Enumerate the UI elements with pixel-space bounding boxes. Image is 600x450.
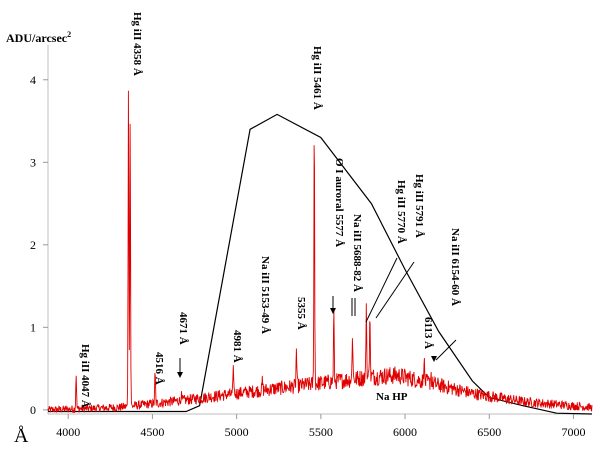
annotation-l4516: 4516 Å	[153, 352, 165, 385]
leader-5770	[365, 257, 398, 323]
arrow-6154	[435, 339, 457, 361]
annotation-na6154: Na iII 6154-60 Å	[449, 228, 461, 306]
annotation-hg5770: Hg iII 5770 Å	[395, 180, 407, 244]
y-tick-label: 4	[30, 73, 36, 87]
x-tick-label: 5500	[309, 425, 333, 439]
plot-area	[47, 90, 593, 415]
annotation-hg4047: Hg iII 4047 Å	[79, 344, 91, 408]
annotation-nahp: Na HP	[376, 391, 408, 403]
arrow-6154-head	[431, 356, 437, 362]
x-tick-label: 7000	[561, 425, 585, 439]
sky-spectrum-line	[47, 90, 593, 414]
annotation-oi5577: O I auroral 5577 Å	[333, 158, 345, 247]
axes	[47, 45, 592, 415]
annotation-na5153: Na iII 5153-49 Å	[259, 256, 271, 334]
x-tick-label: 4500	[140, 425, 164, 439]
y-tick-label: 0	[30, 403, 36, 417]
x-ticks: 4000 4500 5000 5500 6000 6500 7000	[56, 414, 585, 439]
annotation-hg5791: Hg iII 5791 Å	[413, 174, 425, 238]
annotation-na5688: Na iII 5688-82 Å	[351, 214, 363, 292]
x-tick-label: 6500	[477, 425, 501, 439]
annotation-l4981: 4981 Å	[231, 330, 243, 363]
x-tick-label: 6000	[393, 425, 417, 439]
y-axis-label: ADU/arcsec2	[6, 30, 71, 45]
y-axis-label-main: ADU/arcsec	[6, 31, 68, 45]
annotation-l4671: 4671 Å	[177, 312, 189, 345]
y-tick-label: 3	[30, 155, 36, 169]
y-tick-label: 2	[30, 238, 36, 252]
y-axis-label-superscript: 2	[67, 30, 71, 39]
annotation-l5355: 5355 Å	[295, 297, 307, 330]
arrow-4671-head	[177, 372, 183, 378]
annotation-l6113: 6113 Å	[422, 317, 434, 349]
x-tick-label: 5000	[225, 425, 249, 439]
x-axis-unit-label: Å	[14, 425, 29, 447]
annotation-hg4358: Hg iII 4358 Å	[131, 12, 143, 76]
line-annotations: Hg iII 4047 Å Hg iII 4358 Å 4516 Å 4671 Å 49…	[79, 12, 461, 408]
y-ticks: 0 1 2 3 4	[30, 73, 48, 417]
x-tick-label: 4000	[56, 425, 80, 439]
response-curve-line	[48, 113, 593, 415]
y-tick-label: 1	[30, 320, 36, 334]
annotation-hg5461: Hg iII 5461 Å	[311, 46, 323, 110]
arrow-5577-head	[330, 308, 336, 314]
leader-5791	[375, 261, 415, 319]
